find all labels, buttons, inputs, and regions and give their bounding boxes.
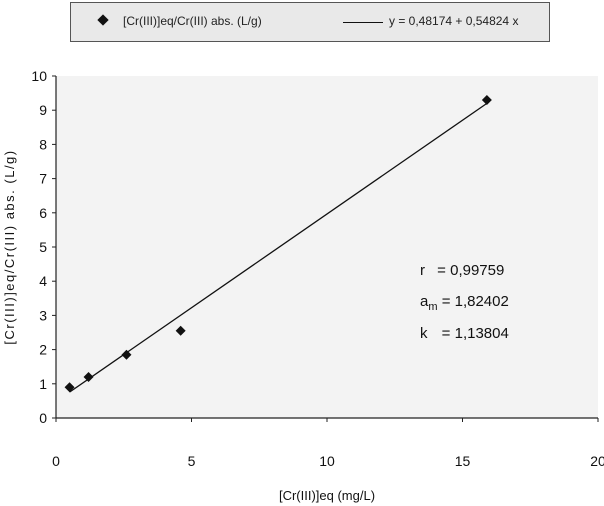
y-tick-label: 6 bbox=[39, 205, 47, 221]
y-tick-label: 1 bbox=[39, 376, 47, 392]
stat-r: r = 0,99759 bbox=[420, 262, 504, 279]
legend-fit-label: y = 0,48174 + 0,54824 x bbox=[389, 14, 519, 28]
x-axis-title: [Cr(III)]eq (mg/L) bbox=[279, 488, 375, 503]
stat-am-value: = 1,82402 bbox=[441, 293, 509, 310]
x-tick-label: 20 bbox=[590, 453, 604, 469]
data-point bbox=[64, 382, 75, 393]
stat-r-label: r bbox=[420, 262, 425, 279]
data-point bbox=[83, 371, 94, 382]
fit-line bbox=[69, 102, 488, 393]
y-axis-title: [Cr(III)]eq/Cr(III) abs. (L/g) bbox=[2, 149, 17, 344]
x-tick-label: 15 bbox=[455, 453, 471, 469]
stat-am-subscript: m bbox=[428, 301, 438, 313]
y-tick-label: 8 bbox=[39, 136, 47, 152]
data-point bbox=[481, 94, 492, 105]
y-tick-label: 10 bbox=[31, 68, 47, 84]
stat-k-value: = 1,13804 bbox=[441, 325, 509, 342]
x-tick-label: 0 bbox=[52, 453, 60, 469]
stat-am-label: a bbox=[420, 293, 429, 310]
data-point bbox=[175, 325, 186, 336]
y-tick-label: 9 bbox=[39, 102, 47, 118]
legend-series-label: [Cr(III)]eq/Cr(III) abs. (L/g) bbox=[123, 14, 262, 28]
x-tick-label: 10 bbox=[319, 453, 335, 469]
legend: [Cr(III)]eq/Cr(III) abs. (L/g) y = 0,481… bbox=[70, 2, 550, 42]
data-point bbox=[121, 349, 132, 360]
x-tick-label: 5 bbox=[188, 453, 196, 469]
stat-r-value: = 0,99759 bbox=[437, 262, 505, 279]
stat-k: k = 1,13804 bbox=[420, 325, 509, 342]
stat-k-label: k bbox=[420, 325, 428, 342]
y-tick-label: 3 bbox=[39, 307, 47, 323]
y-tick-label: 2 bbox=[39, 342, 47, 358]
y-tick-label: 7 bbox=[39, 171, 47, 187]
legend-fit-line-icon bbox=[343, 22, 383, 23]
y-tick-label: 0 bbox=[39, 410, 47, 426]
y-tick-label: 5 bbox=[39, 239, 47, 255]
stat-am: am = 1,82402 bbox=[420, 293, 509, 313]
y-tick-label: 4 bbox=[39, 273, 47, 289]
plot-area bbox=[56, 76, 598, 418]
